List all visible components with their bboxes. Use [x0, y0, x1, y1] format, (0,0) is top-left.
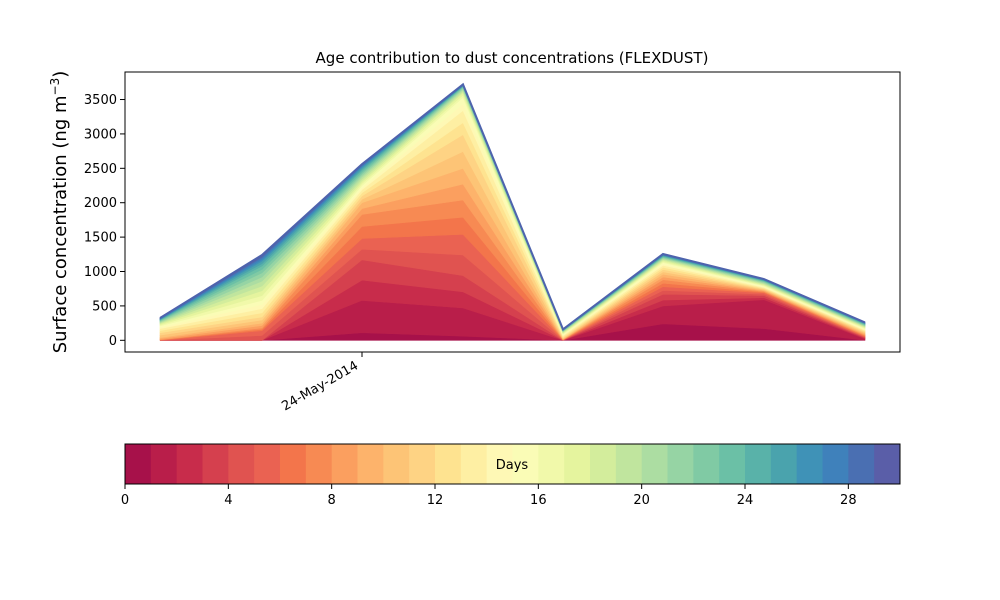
- colorbar-segment-4: [228, 444, 255, 484]
- colorbar-segment-9: [357, 444, 384, 484]
- colorbar-segment-16: [538, 444, 565, 484]
- y-axis-label-main: Surface concentration (ng m: [50, 95, 71, 353]
- colorbar-tick-label: 28: [840, 493, 857, 508]
- colorbar-segment-26: [796, 444, 823, 484]
- colorbar-segment-21: [667, 444, 694, 484]
- y-tick-label: 2000: [84, 196, 117, 211]
- colorbar-label: Days: [496, 458, 529, 473]
- colorbar-segment-3: [202, 444, 229, 484]
- colorbar-tick-label: 0: [121, 493, 129, 508]
- total-outline: [159, 82, 866, 331]
- colorbar-segment-12: [435, 444, 462, 484]
- colorbar-segment-14: [486, 444, 513, 484]
- colorbar-segment-20: [641, 444, 668, 484]
- colorbar-segment-8: [331, 444, 358, 484]
- colorbar-segment-10: [383, 444, 410, 484]
- plot-frame: [124, 71, 901, 353]
- y-tick-label: 1500: [84, 231, 117, 246]
- colorbar-ticks: 0 4 8 12 16 20 24 28: [121, 484, 857, 508]
- colorbar-segment-1: [150, 444, 178, 484]
- colorbar: [125, 444, 901, 484]
- colorbar-tick-label: 24: [737, 493, 754, 508]
- colorbar-segment-2: [176, 444, 203, 484]
- colorbar-segment-0: [125, 444, 152, 484]
- colorbar-segment-23: [719, 444, 746, 484]
- colorbar-segment-24: [745, 444, 772, 484]
- x-axis: 24-May-2014: [279, 352, 363, 414]
- colorbar-segment-27: [822, 444, 849, 484]
- y-tick-label: 500: [92, 299, 117, 314]
- y-tick-label: 3000: [84, 127, 117, 142]
- y-tick-label: 0: [109, 334, 117, 349]
- colorbar-segment-15: [512, 444, 539, 484]
- y-axis-label: Surface concentration (ng m−3): [48, 71, 71, 354]
- colorbar-segment-6: [280, 444, 307, 484]
- y-tick-label: 2500: [84, 162, 117, 177]
- colorbar-tick-label: 12: [427, 493, 444, 508]
- colorbar-tick-label: 8: [328, 493, 336, 508]
- colorbar-segment-18: [590, 444, 617, 484]
- stacked-areas: [159, 82, 866, 341]
- colorbar-tick-label: 16: [530, 493, 547, 508]
- colorbar-tick-label: 20: [633, 493, 650, 508]
- y-tick-label: 1000: [84, 265, 117, 280]
- colorbar-segment-17: [564, 444, 591, 484]
- chart-title: Age contribution to dust concentrations …: [316, 49, 709, 67]
- colorbar-segment-19: [615, 444, 643, 484]
- colorbar-segment-22: [693, 444, 720, 484]
- colorbar-frame: [124, 443, 901, 485]
- y-axis-label-close: ): [50, 71, 71, 78]
- y-axis-label-sup: −3: [48, 78, 62, 96]
- colorbar-segment-29: [874, 444, 901, 484]
- x-tick-label: 24-May-2014: [279, 358, 361, 414]
- colorbar-tick-label: 4: [224, 493, 232, 508]
- colorbar-segment-28: [848, 444, 875, 484]
- colorbar-segment-7: [305, 444, 333, 484]
- colorbar-segment-5: [254, 444, 281, 484]
- y-tick-label: 3500: [84, 93, 117, 108]
- colorbar-segment-13: [460, 444, 488, 484]
- colorbar-segment-25: [770, 444, 798, 484]
- y-axis: 0 500 1000 1500 2000 2500 3000 3500: [84, 93, 125, 349]
- colorbar-segment-11: [409, 444, 436, 484]
